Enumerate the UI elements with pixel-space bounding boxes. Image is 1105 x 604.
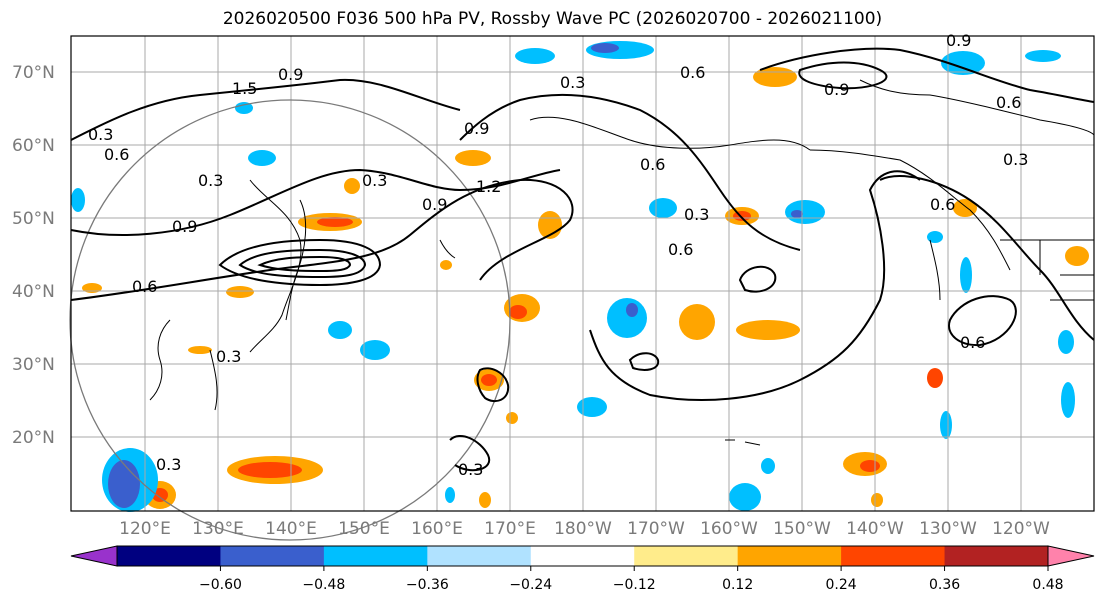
latitude-labels: 70°N 60°N 50°N 40°N 30°N 20°N bbox=[12, 63, 55, 448]
contour-label: 0.9 bbox=[422, 195, 447, 214]
contour-label: 0.6 bbox=[680, 63, 705, 82]
colorbar-tick-label: −0.12 bbox=[613, 577, 656, 593]
contour-label: 1.5 bbox=[232, 79, 257, 98]
lon-label: 150°W bbox=[773, 519, 831, 539]
map-panel: 1.5 0.9 0.3 0.6 0.3 0.3 0.9 0.6 0.3 1.2 … bbox=[69, 31, 1095, 541]
lat-label: 50°N bbox=[12, 209, 55, 229]
colorbar-bin bbox=[427, 546, 532, 566]
lon-label: 170°W bbox=[627, 519, 685, 539]
contour-label: 0.6 bbox=[668, 240, 693, 259]
contour-label: 0.3 bbox=[198, 171, 223, 190]
lat-label: 20°N bbox=[12, 428, 55, 448]
lat-label: 30°N bbox=[12, 355, 55, 375]
lon-label: 130°W bbox=[919, 519, 977, 539]
contour-label: 0.3 bbox=[362, 171, 387, 190]
contour-label: 0.9 bbox=[278, 65, 303, 84]
map-title: 2026020500 F036 500 hPa PV, Rossby Wave … bbox=[222, 9, 883, 29]
colorbar-tick-label: 0.24 bbox=[826, 577, 857, 593]
colorbar-bin bbox=[117, 546, 221, 566]
lon-label: 150°E bbox=[338, 519, 390, 539]
contour-label: 0.3 bbox=[684, 205, 709, 224]
contour-label: 0.6 bbox=[132, 277, 157, 296]
colorbar-tick-label: 0.12 bbox=[722, 577, 753, 593]
contour-label: 0.6 bbox=[960, 333, 985, 352]
lat-label: 40°N bbox=[12, 282, 55, 302]
lon-label: 130°E bbox=[192, 519, 244, 539]
colorbar-tick-label: 0.48 bbox=[1032, 577, 1063, 593]
colorbar-tick-label: −0.60 bbox=[199, 577, 242, 593]
contour-label: 0.6 bbox=[640, 155, 665, 174]
contour-label: 0.3 bbox=[1003, 150, 1028, 169]
colorbar-bin bbox=[530, 546, 635, 566]
colorbar-extend-high bbox=[1047, 545, 1095, 567]
contour-label: 0.9 bbox=[824, 80, 849, 99]
colorbar-bin bbox=[323, 546, 428, 566]
lon-label: 180°W bbox=[554, 519, 612, 539]
lon-label: 160°W bbox=[700, 519, 758, 539]
lon-label: 140°E bbox=[265, 519, 317, 539]
colorbar: −0.60 −0.48 −0.36 −0.24 −0.12 0.12 0.24 0.36 0.4… bbox=[70, 545, 1095, 593]
colorbar-tick-label: −0.24 bbox=[509, 577, 552, 593]
colorbar-tick-label: −0.36 bbox=[406, 577, 449, 593]
reference-circle bbox=[69, 99, 511, 541]
contour-label: 0.9 bbox=[946, 31, 971, 50]
lon-label: 160°E bbox=[411, 519, 463, 539]
colorbar-bin bbox=[944, 546, 1049, 566]
contour-label: 0.9 bbox=[172, 217, 197, 236]
contour-label: 0.3 bbox=[458, 460, 483, 479]
colorbar-bin bbox=[841, 546, 946, 566]
lat-label: 70°N bbox=[12, 63, 55, 83]
pv-anomaly-shading bbox=[71, 41, 1089, 512]
colorbar-bin bbox=[737, 546, 842, 566]
lon-label: 140°W bbox=[846, 519, 904, 539]
longitude-labels: 120°E 130°E 140°E 150°E 160°E 170°E 180°… bbox=[119, 519, 1050, 539]
lat-label: 60°N bbox=[12, 136, 55, 156]
contour-label: 0.3 bbox=[156, 455, 181, 474]
contour-label: 0.3 bbox=[560, 73, 585, 92]
contour-label: 0.3 bbox=[88, 125, 113, 144]
contour-label: 0.3 bbox=[216, 347, 241, 366]
contour-label: 0.6 bbox=[996, 93, 1021, 112]
contour-label: 1.2 bbox=[476, 177, 501, 196]
lon-label: 120°W bbox=[992, 519, 1050, 539]
colorbar-extend-low bbox=[70, 545, 118, 567]
contour-label: 0.9 bbox=[464, 119, 489, 138]
colorbar-tick-label: −0.48 bbox=[302, 577, 345, 593]
colorbar-bin bbox=[220, 546, 325, 566]
colorbar-bin bbox=[634, 546, 739, 566]
contour-label: 0.6 bbox=[930, 195, 955, 214]
lon-label: 170°E bbox=[484, 519, 536, 539]
lon-label: 120°E bbox=[119, 519, 171, 539]
colorbar-tick-label: 0.36 bbox=[929, 577, 960, 593]
graticule bbox=[71, 36, 1094, 511]
pv-contours bbox=[70, 47, 1095, 472]
contour-label: 0.6 bbox=[104, 145, 129, 164]
